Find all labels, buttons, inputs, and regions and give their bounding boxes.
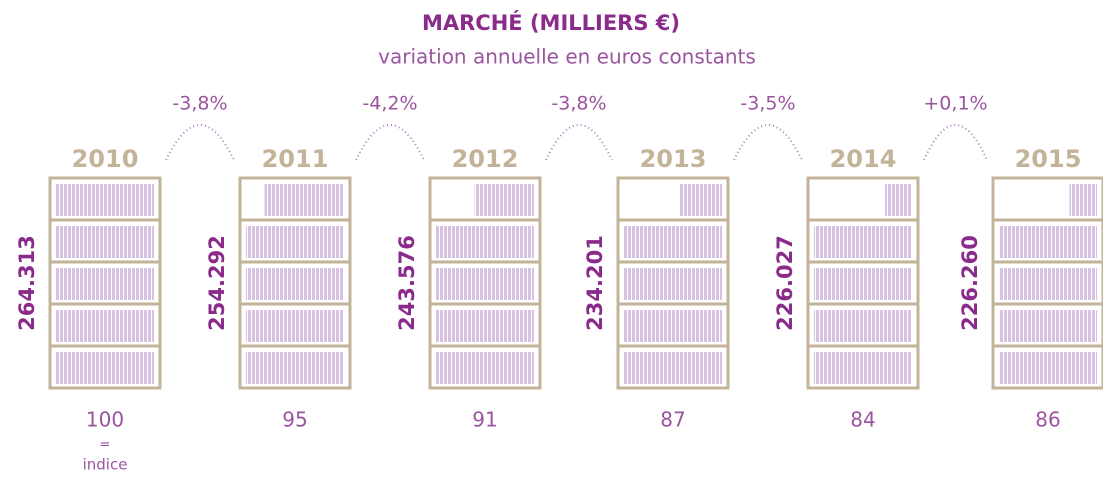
books: [624, 226, 722, 258]
books: [56, 184, 154, 216]
value-label: 234.201: [583, 235, 607, 331]
value-label: 226.027: [773, 235, 797, 331]
books: [264, 184, 344, 216]
books: [999, 226, 1097, 258]
books: [814, 352, 912, 384]
year-label: 2011: [262, 145, 329, 173]
books: [436, 226, 534, 258]
shelf-row: [991, 344, 1103, 390]
value-label: 243.576: [395, 235, 419, 331]
books: [56, 226, 154, 258]
index-label: 84: [850, 408, 875, 432]
books: [436, 268, 534, 300]
books: [436, 310, 534, 342]
books: [999, 352, 1097, 384]
books: [679, 184, 722, 216]
books: [56, 352, 154, 384]
books: [624, 268, 722, 300]
books: [999, 310, 1097, 342]
chart-subtitle: variation annuelle en euros constants: [378, 45, 756, 69]
index-label: 95: [282, 408, 307, 432]
value-label: 264.313: [15, 235, 39, 331]
change-arc: [923, 124, 988, 161]
books: [246, 226, 344, 258]
change-arc: [545, 124, 613, 161]
year-label: 2015: [1015, 145, 1082, 173]
change-arc: [165, 124, 235, 161]
books: [246, 268, 344, 300]
shelf-row: [238, 344, 352, 390]
books: [624, 352, 722, 384]
index-label: 87: [660, 408, 685, 432]
bookshelf: [806, 176, 920, 390]
change-label: -4,2%: [362, 93, 417, 115]
books: [814, 268, 912, 300]
bookshelf: [428, 176, 542, 390]
index-note: indice: [83, 456, 128, 474]
shelf-row: [48, 344, 162, 390]
books: [246, 352, 344, 384]
index-note-symbol: =: [100, 438, 111, 453]
change-arc: [733, 124, 803, 161]
books: [814, 226, 912, 258]
bookshelf: [991, 176, 1103, 390]
year-label: 2010: [72, 145, 139, 173]
index-label: 100: [86, 408, 124, 432]
change-label: -3,5%: [740, 93, 795, 115]
books: [474, 184, 534, 216]
books: [624, 310, 722, 342]
books: [814, 310, 912, 342]
change-label: -3,8%: [551, 93, 606, 115]
value-label: 254.292: [205, 235, 229, 331]
bookshelf: [238, 176, 352, 390]
index-label: 86: [1035, 408, 1060, 432]
books: [1069, 184, 1097, 216]
shelf-row: [428, 344, 542, 390]
books: [246, 310, 344, 342]
index-label: 91: [472, 408, 497, 432]
chart-title: MARCHÉ (MILLIERS €): [422, 10, 680, 35]
books: [436, 352, 534, 384]
year-label: 2013: [640, 145, 707, 173]
bookshelf: [48, 176, 162, 390]
change-label: -3,8%: [172, 93, 227, 115]
year-label: 2014: [830, 145, 897, 173]
books: [999, 268, 1097, 300]
change-arc: [355, 124, 425, 161]
shelf-row: [616, 344, 730, 390]
year-label: 2012: [452, 145, 519, 173]
value-label: 226.260: [958, 235, 982, 331]
bookshelf: [616, 176, 730, 390]
books: [884, 184, 912, 216]
books: [56, 310, 154, 342]
change-label: +0,1%: [923, 93, 987, 115]
books: [56, 268, 154, 300]
shelf-row: [806, 344, 920, 390]
